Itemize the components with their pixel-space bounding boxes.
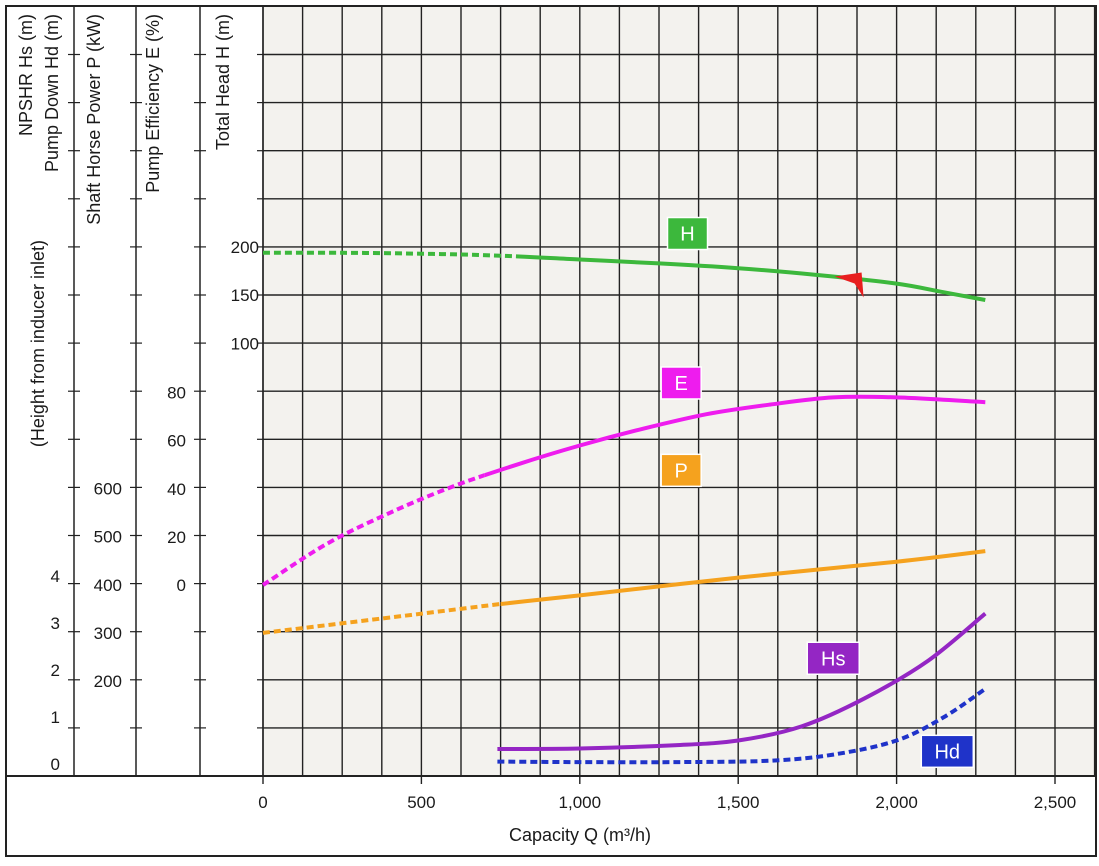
y-tick-label-nps: 4: [51, 567, 60, 586]
series-label-text: P: [675, 460, 688, 482]
series-line-hs: [497, 612, 987, 751]
y-axis-subtitle-height: (Height from inducer inlet): [28, 240, 48, 447]
series-line-p: [500, 549, 986, 607]
y-tick-label-power: 500: [94, 528, 122, 547]
series-h: [262, 250, 986, 302]
y-tick-label-power: 300: [94, 624, 122, 643]
series-label-box: [660, 366, 702, 400]
y-tick-label-nps: 3: [51, 614, 60, 633]
y-tick-label-eff: 40: [167, 480, 186, 499]
series-label-text: Hd: [934, 741, 960, 763]
series-label-hd: Hd: [920, 734, 975, 769]
series-label-text: E: [675, 373, 688, 395]
y-axis-title-pump-down: Pump Down Hd (m): [42, 14, 62, 172]
y-tick-label-nps: 1: [51, 708, 60, 727]
series-label-p: P: [660, 453, 702, 488]
y-tick-label-nps: 0: [51, 755, 60, 774]
series-line-dashed-e: [261, 473, 485, 587]
y-tick-label-power: 200: [94, 672, 122, 691]
series-label-text: Hs: [821, 648, 845, 670]
x-axis-title: Capacity Q (m³/h): [509, 825, 651, 845]
series-label-text: H: [680, 224, 694, 246]
series-p: [262, 549, 986, 635]
y-tick-label-nps: 2: [51, 661, 60, 680]
series-label-e: E: [660, 366, 702, 400]
y-axis-title-npshr: NPSHR Hs (m): [16, 14, 36, 136]
series-label-h: H: [666, 216, 709, 251]
series-label-box: [666, 216, 709, 251]
series-label-hs: Hs: [806, 641, 860, 675]
series-e: [261, 394, 986, 587]
series-line-hd: [497, 687, 987, 765]
series-label-box: [920, 734, 975, 769]
y-tick-label-eff: 80: [167, 384, 186, 403]
y-tick-label-eff: 60: [167, 432, 186, 451]
y-tick-label-head: 150: [231, 286, 259, 305]
chart-frame: [5, 5, 1097, 857]
y-axis-title-head: Total Head H (m): [213, 14, 233, 150]
y-tick-label-head: 100: [231, 334, 259, 353]
y-tick-label-head: 200: [231, 238, 259, 257]
series-hs: [497, 612, 987, 751]
y-axis-title-efficiency: Pump Efficiency E (%): [143, 14, 163, 193]
y-axis-title-power: Shaft Horse Power P (kW): [84, 14, 104, 225]
y-tick-label-eff: 20: [167, 528, 186, 547]
x-tick-label: 1,500: [717, 793, 760, 812]
series-line-h: [516, 254, 986, 302]
series-label-box: [660, 453, 702, 488]
x-tick-label: 2,000: [875, 793, 918, 812]
series-hd: [497, 687, 987, 765]
y-tick-label-eff: 0: [177, 576, 186, 595]
x-tick-label: 2,500: [1034, 793, 1077, 812]
y-tick-label-power: 600: [94, 480, 122, 499]
annotation-arrow-icon: [834, 272, 864, 298]
x-tick-label: 500: [407, 793, 435, 812]
x-tick-label: 0: [258, 793, 267, 812]
series-line-dashed-h: [262, 250, 517, 259]
series-line-e: [484, 394, 986, 478]
series-label-box: [806, 641, 860, 675]
x-tick-label: 1,000: [559, 793, 602, 812]
y-tick-label-power: 400: [94, 576, 122, 595]
